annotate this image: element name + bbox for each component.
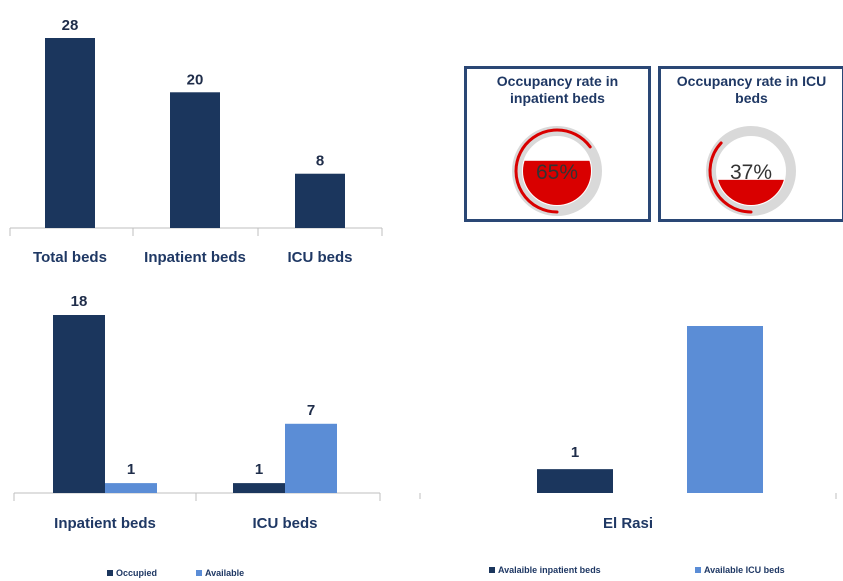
chart2-data-label: 7 [307, 402, 315, 419]
chart2-legend-label: Available [205, 568, 244, 578]
gauge-title-inpatient: Occupancy rate in inpatient beds [496, 73, 619, 106]
chart1-category-label: Inpatient beds [144, 249, 246, 266]
gauge-percent-label: 65% [536, 161, 578, 184]
chart2-data-label: 1 [255, 461, 263, 478]
gauge-arc [708, 141, 753, 214]
chart2-bar-0 [53, 315, 105, 493]
chart2-legend-label: Occupied [116, 568, 157, 578]
chart2-data-label: 1 [127, 461, 135, 478]
chart3-category-label: El Rasi [603, 515, 653, 532]
chart3-bar-0 [537, 469, 613, 493]
chart1-category-label: ICU beds [287, 249, 352, 266]
chart2-bar-1 [285, 423, 337, 493]
chart1-category-label: Total beds [33, 249, 107, 266]
gauge-icu: 37% [706, 126, 796, 216]
chart3-legend-swatch [489, 567, 495, 573]
chart1-data-label: 8 [316, 153, 324, 170]
chart2-legend-swatch [107, 570, 113, 576]
chart-occupied-available: 18 1 Inpatient beds 1 7 ICU beds Occupied Avail… [13, 293, 381, 578]
chart2-bar-1 [105, 483, 157, 493]
chart2-legend-swatch [196, 570, 202, 576]
chart2-bar-0 [233, 483, 285, 493]
gauge-inpatient: 65% [512, 126, 602, 216]
chart1-data-label: 28 [62, 17, 79, 34]
gauge-card-inpatient: Occupancy rate in inpatient beds 65% [464, 66, 651, 222]
chart2-data-label: 18 [71, 293, 88, 310]
chart-el-rasi: 1 El Rasi Avalaible inpatient beds Availabl… [419, 326, 837, 575]
chart1-bar [295, 173, 345, 228]
chart3-data-label: 1 [571, 444, 579, 461]
gauge-arc [514, 128, 592, 214]
chart2-category-label: Inpatient beds [54, 515, 156, 532]
chart1-bar [45, 38, 95, 228]
chart3-legend-label: Avalaible inpatient beds [498, 565, 601, 575]
gauge-title-icu: Occupancy rate in ICU beds [676, 73, 827, 106]
chart-total-beds: 28 Total beds 20 Inpatient beds 8 ICU beds [9, 17, 383, 266]
chart3-legend-label: Available ICU beds [704, 565, 785, 575]
chart3-legend-swatch [695, 567, 701, 573]
chart2-category-label: ICU beds [252, 515, 317, 532]
gauge-card-icu: Occupancy rate in ICU beds 37% [658, 66, 843, 222]
chart1-bar [170, 92, 220, 229]
gauge-percent-label: 37% [730, 161, 772, 184]
chart1-data-label: 20 [187, 71, 204, 88]
chart3-bar-1 [687, 326, 763, 493]
